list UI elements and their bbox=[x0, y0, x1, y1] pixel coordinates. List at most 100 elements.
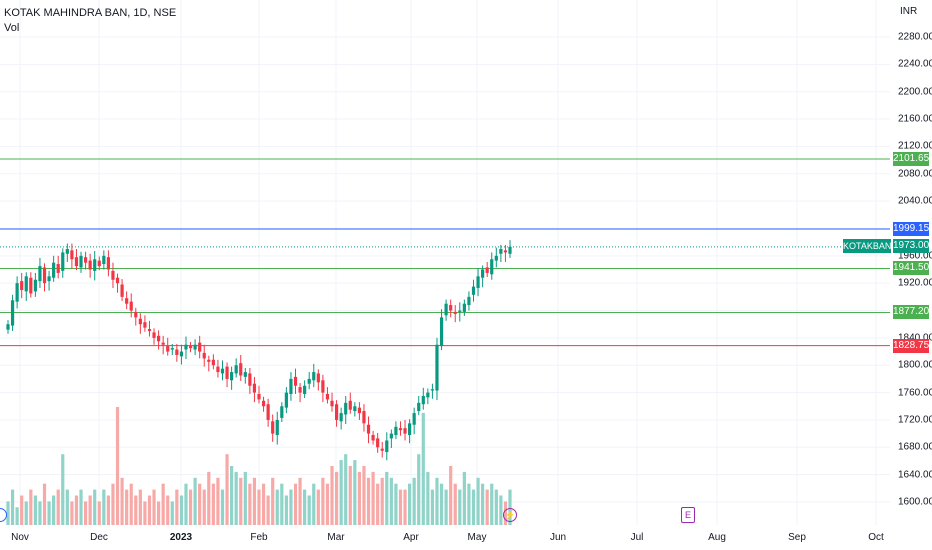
volume-label[interactable]: Vol bbox=[4, 22, 20, 34]
candle-body bbox=[102, 255, 106, 265]
volume-bar bbox=[33, 495, 37, 525]
candle-body bbox=[421, 396, 425, 405]
volume-bar bbox=[257, 489, 261, 525]
volume-bar bbox=[462, 471, 466, 525]
candle-body bbox=[316, 373, 320, 383]
candle-body bbox=[138, 318, 142, 325]
volume-bar bbox=[248, 483, 252, 525]
flash-event-icon[interactable]: ⚡ bbox=[503, 508, 517, 522]
candle-body bbox=[467, 296, 471, 306]
price-tick-label: 1600.00 bbox=[898, 496, 932, 508]
candle-body bbox=[230, 372, 234, 381]
candle-body bbox=[239, 363, 243, 376]
candle-body bbox=[111, 270, 115, 280]
volume-bar bbox=[175, 489, 179, 525]
volume-bar bbox=[421, 412, 425, 525]
candle-body bbox=[166, 346, 170, 352]
volume-bar bbox=[52, 495, 56, 525]
currency-label[interactable]: INR bbox=[900, 6, 918, 17]
candle-body bbox=[88, 260, 92, 270]
candle-body bbox=[106, 257, 110, 270]
volume-bar bbox=[339, 460, 343, 525]
volume-bar bbox=[230, 466, 234, 525]
candle-body bbox=[357, 407, 361, 414]
volume-bar bbox=[93, 489, 97, 525]
volume-bar bbox=[65, 489, 69, 525]
volume-bar bbox=[449, 466, 453, 525]
volume-bar bbox=[275, 489, 279, 525]
time-tick-label: Oct bbox=[868, 532, 884, 543]
candle-body bbox=[33, 279, 37, 292]
volume-bar bbox=[362, 466, 366, 525]
price-tick-label: 1760.00 bbox=[898, 387, 932, 399]
candle-body bbox=[243, 372, 247, 377]
candle-body bbox=[481, 269, 485, 278]
candle-body bbox=[70, 250, 74, 260]
candle-body bbox=[458, 310, 462, 312]
candle-body bbox=[202, 352, 206, 359]
candle-body bbox=[97, 260, 101, 267]
candle-body bbox=[499, 248, 503, 254]
volume-bar bbox=[220, 489, 225, 525]
volume-bar bbox=[467, 483, 471, 525]
candle-body bbox=[348, 400, 352, 410]
candle-body bbox=[307, 378, 311, 384]
price-tick-label: 2080.00 bbox=[898, 168, 932, 180]
candle-body bbox=[10, 300, 15, 326]
volume-bar bbox=[380, 477, 384, 525]
volume-bar bbox=[120, 477, 124, 525]
candle-body bbox=[389, 433, 393, 439]
candle-body bbox=[257, 393, 261, 400]
volume-bar bbox=[166, 495, 170, 525]
volume-bar bbox=[115, 407, 120, 525]
candle-body bbox=[216, 366, 220, 373]
candle-body bbox=[198, 342, 202, 352]
volume-bar bbox=[439, 483, 444, 525]
price-tick-label: 2160.00 bbox=[898, 113, 932, 125]
candle-body bbox=[161, 342, 165, 345]
earnings-badge[interactable]: E bbox=[681, 507, 695, 523]
volume-bar bbox=[476, 477, 480, 525]
volume-bar bbox=[29, 489, 33, 525]
candle-body bbox=[20, 281, 24, 291]
candle-body bbox=[143, 322, 147, 328]
volume-bar bbox=[284, 495, 288, 525]
volume-bar bbox=[430, 489, 435, 525]
volume-bar bbox=[125, 489, 129, 525]
volume-bar bbox=[266, 495, 270, 525]
candle-body bbox=[129, 301, 133, 311]
candle-body bbox=[93, 259, 97, 271]
candle-body bbox=[303, 385, 307, 394]
candle-body bbox=[83, 257, 88, 263]
volume-bar bbox=[102, 489, 106, 525]
volume-bar bbox=[348, 466, 352, 525]
volume-bar bbox=[303, 489, 307, 525]
volume-bar bbox=[353, 460, 357, 525]
symbol-title[interactable]: KOTAK MAHINDRA BAN, 1D, NSE bbox=[4, 7, 177, 19]
volume-bar bbox=[134, 495, 138, 525]
candle-body bbox=[376, 438, 380, 448]
candle-body bbox=[485, 267, 489, 273]
volume-bar bbox=[239, 477, 243, 525]
volume-bar bbox=[216, 477, 220, 525]
volume-bar bbox=[106, 495, 110, 525]
volume-bar bbox=[494, 489, 498, 525]
volume-bar bbox=[271, 477, 275, 525]
volume-bar bbox=[453, 483, 457, 525]
candle-body bbox=[79, 255, 83, 268]
candle-body bbox=[157, 335, 161, 342]
volume-bar bbox=[398, 489, 403, 525]
candle-body bbox=[252, 383, 257, 393]
candle-body bbox=[439, 317, 444, 347]
price-tick-label: 1640.00 bbox=[898, 469, 932, 481]
volume-bar bbox=[157, 501, 161, 525]
volume-bar bbox=[147, 495, 152, 525]
level-price-label: 1877.20 bbox=[893, 305, 930, 320]
volume-bar bbox=[330, 466, 334, 525]
volume-bar bbox=[70, 501, 74, 525]
candle-body bbox=[38, 266, 42, 282]
price-tick-label: 1680.00 bbox=[898, 441, 932, 453]
candle-body bbox=[362, 411, 366, 424]
candle-body bbox=[115, 277, 120, 284]
